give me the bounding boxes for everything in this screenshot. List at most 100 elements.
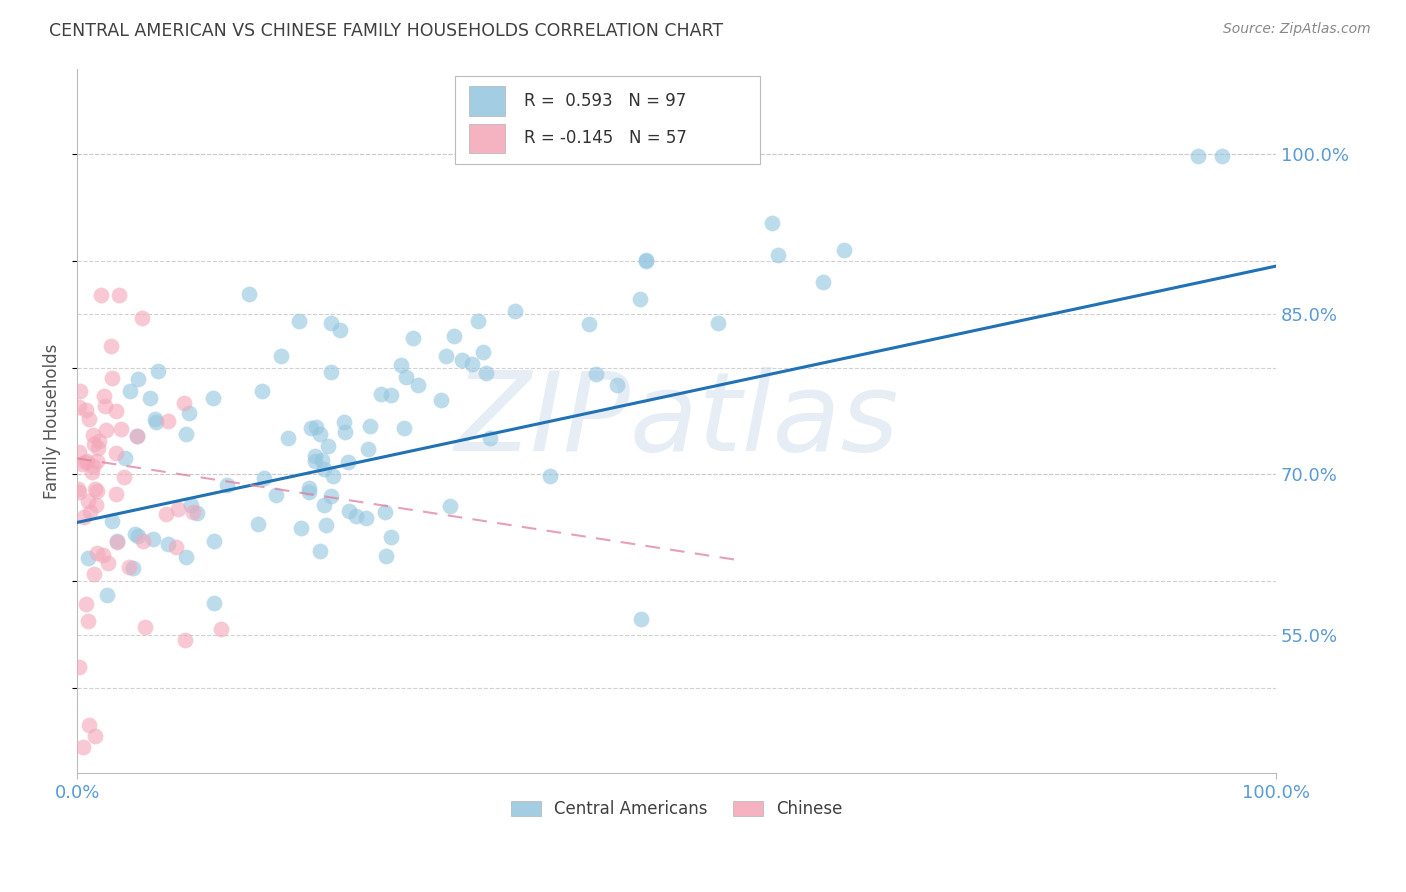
Point bbox=[76, 614, 98, 628]
Point bbox=[630, 611, 652, 625]
Point bbox=[110, 421, 132, 435]
Point bbox=[141, 533, 163, 547]
Point bbox=[83, 437, 105, 451]
Point bbox=[96, 589, 118, 603]
Point bbox=[264, 488, 287, 502]
Point bbox=[100, 515, 122, 529]
Point bbox=[100, 339, 122, 353]
Point bbox=[166, 502, 188, 516]
Point bbox=[118, 560, 141, 574]
Point bbox=[834, 243, 856, 257]
Point bbox=[180, 499, 202, 513]
Point bbox=[472, 344, 495, 359]
Point bbox=[253, 471, 276, 485]
Point bbox=[87, 441, 110, 455]
Point bbox=[134, 619, 156, 633]
Point bbox=[67, 485, 90, 500]
Point bbox=[380, 387, 402, 401]
Point bbox=[606, 378, 628, 392]
Point bbox=[127, 372, 149, 386]
Text: R = -0.145   N = 57: R = -0.145 N = 57 bbox=[524, 129, 688, 147]
Point bbox=[90, 288, 112, 302]
Point bbox=[105, 535, 128, 549]
Point bbox=[250, 384, 273, 398]
Point bbox=[503, 303, 526, 318]
Point bbox=[344, 508, 367, 523]
Point bbox=[94, 423, 117, 437]
Point bbox=[157, 414, 180, 428]
Point bbox=[108, 288, 131, 302]
Point bbox=[79, 505, 101, 519]
Point bbox=[67, 445, 90, 459]
Point bbox=[1187, 149, 1209, 163]
Point bbox=[121, 561, 143, 575]
Point bbox=[75, 597, 97, 611]
Point bbox=[186, 506, 208, 520]
Point bbox=[298, 485, 321, 500]
Point bbox=[77, 493, 100, 508]
Point bbox=[475, 366, 498, 380]
Point bbox=[67, 482, 90, 496]
Point bbox=[309, 427, 332, 442]
Point bbox=[215, 478, 238, 492]
Point bbox=[430, 393, 453, 408]
Point bbox=[138, 391, 160, 405]
Point bbox=[84, 729, 107, 743]
Point bbox=[461, 358, 484, 372]
Text: R =  0.593   N = 97: R = 0.593 N = 97 bbox=[524, 92, 686, 110]
Point bbox=[67, 400, 90, 414]
Point bbox=[479, 431, 502, 445]
Point bbox=[82, 465, 104, 479]
Point bbox=[467, 313, 489, 327]
Point bbox=[105, 533, 128, 548]
Point bbox=[155, 507, 177, 521]
Point bbox=[406, 377, 429, 392]
Point bbox=[84, 498, 107, 512]
Point bbox=[451, 353, 474, 368]
Point bbox=[316, 439, 339, 453]
Point bbox=[359, 418, 381, 433]
Point bbox=[157, 536, 180, 550]
Point bbox=[636, 253, 658, 268]
Point bbox=[202, 597, 225, 611]
Point bbox=[628, 292, 651, 306]
Point bbox=[373, 505, 395, 519]
Point bbox=[434, 349, 457, 363]
Text: ZIPatlas: ZIPatlas bbox=[454, 368, 898, 475]
Point bbox=[585, 368, 607, 382]
Point bbox=[304, 449, 326, 463]
FancyBboxPatch shape bbox=[470, 87, 505, 116]
Point bbox=[76, 453, 98, 467]
Point bbox=[91, 548, 114, 562]
Point bbox=[315, 517, 337, 532]
Point bbox=[309, 544, 332, 558]
Y-axis label: Family Households: Family Households bbox=[44, 343, 60, 499]
Point bbox=[336, 454, 359, 468]
Point bbox=[84, 482, 107, 496]
Point bbox=[94, 400, 117, 414]
Point bbox=[86, 546, 108, 560]
Point bbox=[173, 396, 195, 410]
Point bbox=[305, 419, 328, 434]
Point bbox=[104, 404, 127, 418]
Point bbox=[73, 510, 96, 524]
Point bbox=[131, 311, 153, 326]
Point bbox=[395, 370, 418, 384]
Point bbox=[72, 739, 94, 754]
Point bbox=[337, 504, 360, 518]
Point bbox=[319, 365, 342, 379]
Point bbox=[114, 451, 136, 466]
Point bbox=[93, 389, 115, 403]
Point bbox=[174, 427, 197, 442]
Point bbox=[104, 446, 127, 460]
Point bbox=[69, 384, 91, 399]
Point bbox=[333, 415, 356, 429]
Point bbox=[143, 412, 166, 426]
Point bbox=[202, 392, 225, 406]
Point bbox=[86, 454, 108, 468]
Point bbox=[270, 349, 292, 363]
Point bbox=[174, 549, 197, 564]
Point bbox=[97, 556, 120, 570]
FancyBboxPatch shape bbox=[454, 76, 761, 164]
Point bbox=[82, 459, 104, 474]
